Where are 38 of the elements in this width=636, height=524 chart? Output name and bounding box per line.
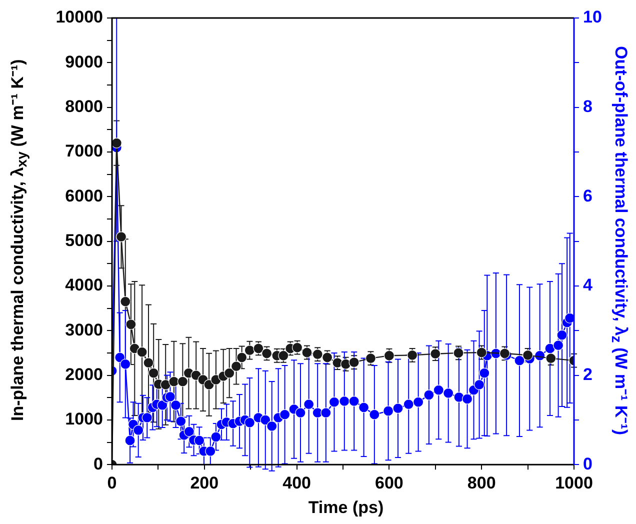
y2-tick-label: 0 <box>583 454 592 474</box>
x-axis-title: Time (ps) <box>307 498 385 518</box>
y2-tick-label: 2 <box>583 364 592 384</box>
point <box>244 344 255 356</box>
x-tick-label: 400 <box>282 473 311 492</box>
x-tick-label: 800 <box>467 473 496 492</box>
point <box>148 368 159 378</box>
y-tick-label: 9000 <box>65 52 103 72</box>
point <box>120 296 131 307</box>
y-tick-label: 6000 <box>65 186 103 206</box>
point <box>126 319 136 330</box>
y-tick-label: 7000 <box>65 142 103 161</box>
point <box>143 357 154 368</box>
y-tick-label: 8000 <box>65 97 103 116</box>
point <box>224 368 235 378</box>
x-tick-label: 200 <box>190 473 219 492</box>
y-tick-label: 3000 <box>65 320 103 340</box>
point <box>236 352 248 363</box>
y2-tick-label: 4 <box>583 276 593 295</box>
y2-tick-label: 10 <box>583 8 602 27</box>
point <box>116 232 127 242</box>
y-tick-label: 0 <box>94 454 103 474</box>
x-tick-label: 1000 <box>555 473 593 492</box>
point <box>112 138 122 148</box>
y-tick-label: 1000 <box>65 410 103 429</box>
y2-tick-label: 6 <box>583 186 592 206</box>
point <box>230 361 242 372</box>
y-tick-label: 5000 <box>65 230 103 250</box>
point <box>168 376 180 387</box>
point <box>177 376 188 387</box>
y-tick-label: 4000 <box>65 276 103 295</box>
point <box>160 379 171 390</box>
x-tick-label: 600 <box>375 473 404 492</box>
point <box>136 346 148 358</box>
y-tick-label: 10000 <box>56 8 103 27</box>
y-tick-label: 2000 <box>65 364 103 384</box>
y2-tick-label: 8 <box>583 97 592 116</box>
x-tick-label: 0 <box>107 473 117 492</box>
